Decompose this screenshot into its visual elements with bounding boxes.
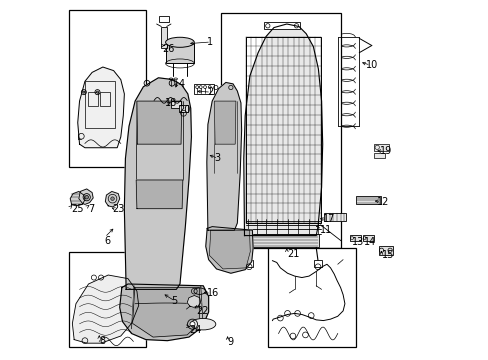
Text: 25: 25 — [72, 204, 84, 215]
Bar — [171, 101, 181, 108]
Circle shape — [85, 195, 88, 199]
Bar — [165, 42, 194, 63]
Text: 24: 24 — [188, 325, 201, 335]
Text: 1: 1 — [206, 37, 213, 47]
Bar — [247, 234, 319, 247]
Bar — [355, 197, 381, 204]
Bar — [267, 248, 355, 347]
Bar — [245, 37, 320, 223]
Polygon shape — [136, 180, 183, 209]
Polygon shape — [132, 288, 199, 337]
Text: 4: 4 — [178, 79, 184, 89]
Bar — [69, 10, 145, 167]
Circle shape — [82, 91, 85, 93]
Text: 20: 20 — [178, 105, 190, 115]
Polygon shape — [120, 284, 208, 341]
Bar — [349, 235, 360, 241]
Bar — [194, 84, 214, 94]
Text: 19: 19 — [379, 146, 391, 156]
Text: 17: 17 — [322, 215, 334, 224]
Circle shape — [96, 91, 99, 93]
Bar — [100, 92, 110, 107]
Text: 2: 2 — [206, 87, 213, 97]
Bar — [161, 27, 166, 48]
Circle shape — [110, 197, 114, 201]
Text: 12: 12 — [376, 197, 389, 207]
Polygon shape — [209, 230, 250, 269]
Polygon shape — [78, 67, 124, 148]
Text: 8: 8 — [99, 336, 105, 346]
Bar — [313, 260, 321, 267]
Polygon shape — [105, 192, 120, 207]
Text: 16: 16 — [206, 288, 219, 298]
Bar — [324, 213, 345, 221]
Polygon shape — [137, 101, 182, 144]
Bar — [362, 235, 373, 241]
Bar — [373, 144, 388, 150]
Text: 14: 14 — [363, 237, 375, 247]
Polygon shape — [244, 24, 322, 235]
Text: 6: 6 — [104, 236, 111, 246]
Text: 22: 22 — [196, 306, 208, 316]
Polygon shape — [206, 82, 241, 230]
Bar — [88, 92, 98, 107]
Polygon shape — [72, 275, 139, 343]
Polygon shape — [79, 189, 93, 204]
Text: 7: 7 — [88, 204, 95, 215]
Text: 26: 26 — [162, 44, 174, 54]
Text: 11: 11 — [319, 225, 331, 235]
Text: 21: 21 — [286, 248, 299, 258]
Bar — [221, 13, 341, 248]
Text: 23: 23 — [112, 204, 124, 215]
Text: 10: 10 — [366, 60, 378, 70]
Bar — [159, 16, 168, 22]
Text: 15: 15 — [381, 250, 393, 260]
Circle shape — [190, 321, 195, 327]
Polygon shape — [187, 296, 201, 307]
Bar — [179, 105, 187, 112]
Ellipse shape — [165, 37, 194, 47]
Bar — [69, 252, 145, 347]
Polygon shape — [205, 226, 253, 273]
Text: 5: 5 — [171, 296, 177, 306]
Bar — [85, 81, 115, 128]
Bar — [244, 260, 253, 267]
Ellipse shape — [190, 319, 215, 330]
Bar — [373, 153, 384, 158]
Text: 13: 13 — [351, 237, 364, 247]
Polygon shape — [214, 101, 235, 144]
Text: 9: 9 — [227, 337, 233, 347]
Text: 18: 18 — [164, 98, 177, 108]
Bar — [378, 246, 392, 255]
Polygon shape — [124, 78, 191, 289]
Text: 3: 3 — [214, 153, 220, 163]
Bar — [264, 22, 300, 30]
Polygon shape — [70, 192, 85, 206]
